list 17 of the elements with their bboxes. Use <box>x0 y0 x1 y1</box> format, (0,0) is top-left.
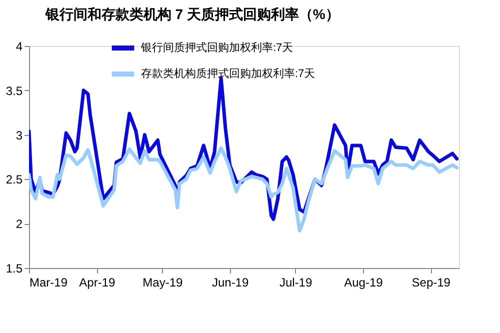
x-tick-label: Aug-19 <box>344 276 384 290</box>
y-tick-label: 4 <box>16 40 23 54</box>
x-tick-label: Jun-19 <box>212 276 249 290</box>
y-tick-label: 1.5 <box>6 262 23 276</box>
y-tick-label: 3.5 <box>6 84 23 98</box>
y-tick-label: 3 <box>16 128 23 142</box>
y-tick-label: 2.5 <box>6 172 23 187</box>
legend-label: 银行间质押式回购加权利率:7天 <box>140 41 294 54</box>
x-tick-label: Apr-19 <box>79 276 116 290</box>
x-tick-label: Mar-19 <box>30 276 68 290</box>
legend-label: 存款类机构质押式回购加权利率:7天 <box>141 67 316 80</box>
y-tick-label: 2 <box>16 217 23 232</box>
x-tick-label: Jul-19 <box>279 276 312 290</box>
line-series <box>29 146 459 232</box>
x-tick-label: May-19 <box>142 276 183 290</box>
chart-title: 银行间和存款类机构 7 天质押式回购利率（%） <box>44 6 340 22</box>
x-tick-label: Sep-19 <box>412 276 451 290</box>
